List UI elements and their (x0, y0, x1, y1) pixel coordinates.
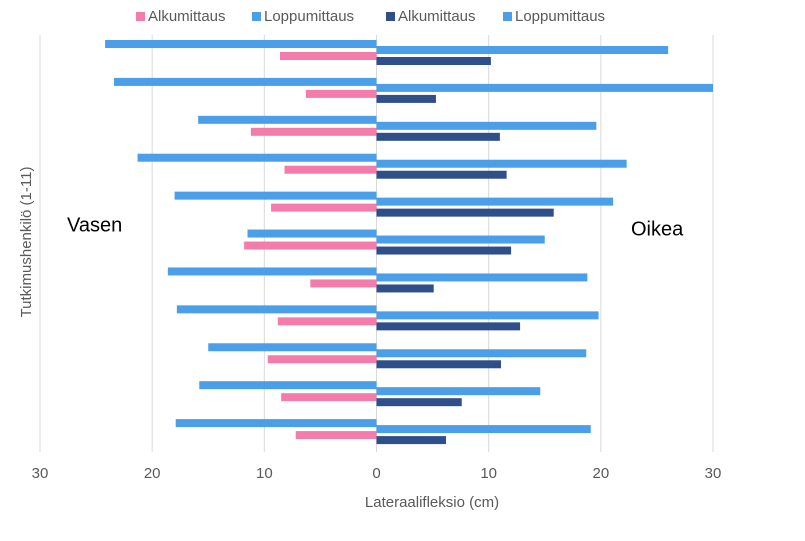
bar (376, 387, 541, 396)
bar (277, 317, 377, 326)
bar (176, 305, 377, 314)
bar (376, 273, 588, 282)
bar (199, 381, 377, 390)
bar (376, 349, 587, 358)
bar (376, 398, 462, 407)
bar (376, 197, 614, 206)
bar (271, 203, 377, 212)
bar (310, 279, 377, 288)
annotation: Oikea (631, 218, 684, 240)
bar (376, 46, 669, 54)
x-tick-label: 10 (256, 465, 273, 482)
bar (376, 170, 507, 179)
bar (284, 165, 377, 174)
bar (281, 393, 377, 402)
bar (376, 235, 545, 244)
bar (175, 419, 377, 428)
legend-swatch (386, 12, 395, 21)
bar (174, 191, 377, 200)
bar (114, 77, 377, 86)
x-tick-label: 20 (592, 465, 609, 482)
bar (376, 121, 597, 130)
bar (376, 83, 713, 92)
bar (376, 322, 521, 331)
bar (137, 153, 377, 162)
legend-swatch (136, 12, 145, 21)
bar (167, 267, 377, 276)
bar (105, 40, 377, 48)
x-tick-label: 30 (32, 465, 49, 482)
legend-label: Alkumittaus (398, 8, 476, 25)
legend-swatch (252, 12, 261, 21)
bar (376, 159, 627, 168)
bar (376, 425, 591, 434)
bar (208, 343, 377, 352)
legend-label: Loppumittaus (264, 8, 354, 25)
bar (198, 115, 377, 124)
legend-swatch (503, 12, 512, 21)
legend-label: Loppumittaus (515, 8, 605, 25)
bar (267, 355, 377, 364)
y-axis-label: Tutkimushenkilö (1-11) (18, 167, 35, 318)
x-tick-label: 10 (480, 465, 497, 482)
bar (295, 431, 377, 440)
legend-label: Alkumittaus (148, 8, 226, 25)
x-axis-label: Lateraalifleksio (cm) (365, 494, 499, 511)
bar (280, 52, 377, 60)
annotation: Vasen (67, 214, 122, 236)
x-tick-label: 30 (705, 465, 722, 482)
bar (376, 436, 447, 445)
bar (376, 246, 512, 255)
bar (305, 89, 377, 98)
bar (376, 94, 436, 103)
bar (247, 229, 377, 238)
bar (376, 311, 599, 320)
bar (376, 132, 500, 141)
x-tick-label: 20 (144, 465, 161, 482)
bar (376, 284, 434, 293)
bar (376, 57, 491, 65)
bar (244, 241, 377, 250)
bar (376, 360, 502, 369)
x-tick-label: 0 (372, 465, 380, 482)
bar (250, 127, 377, 136)
bar (376, 208, 554, 217)
